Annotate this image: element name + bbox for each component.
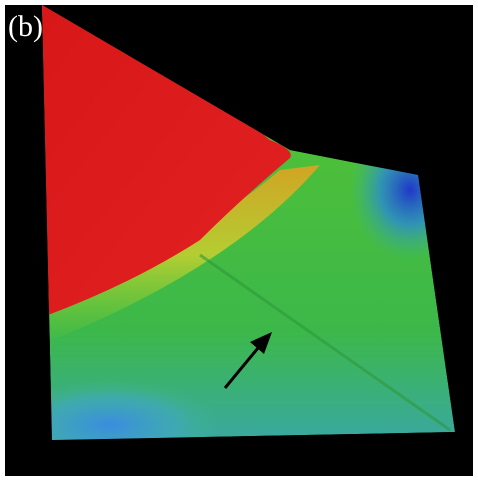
arrow: [223, 332, 272, 389]
panel-label: (b): [8, 10, 43, 43]
